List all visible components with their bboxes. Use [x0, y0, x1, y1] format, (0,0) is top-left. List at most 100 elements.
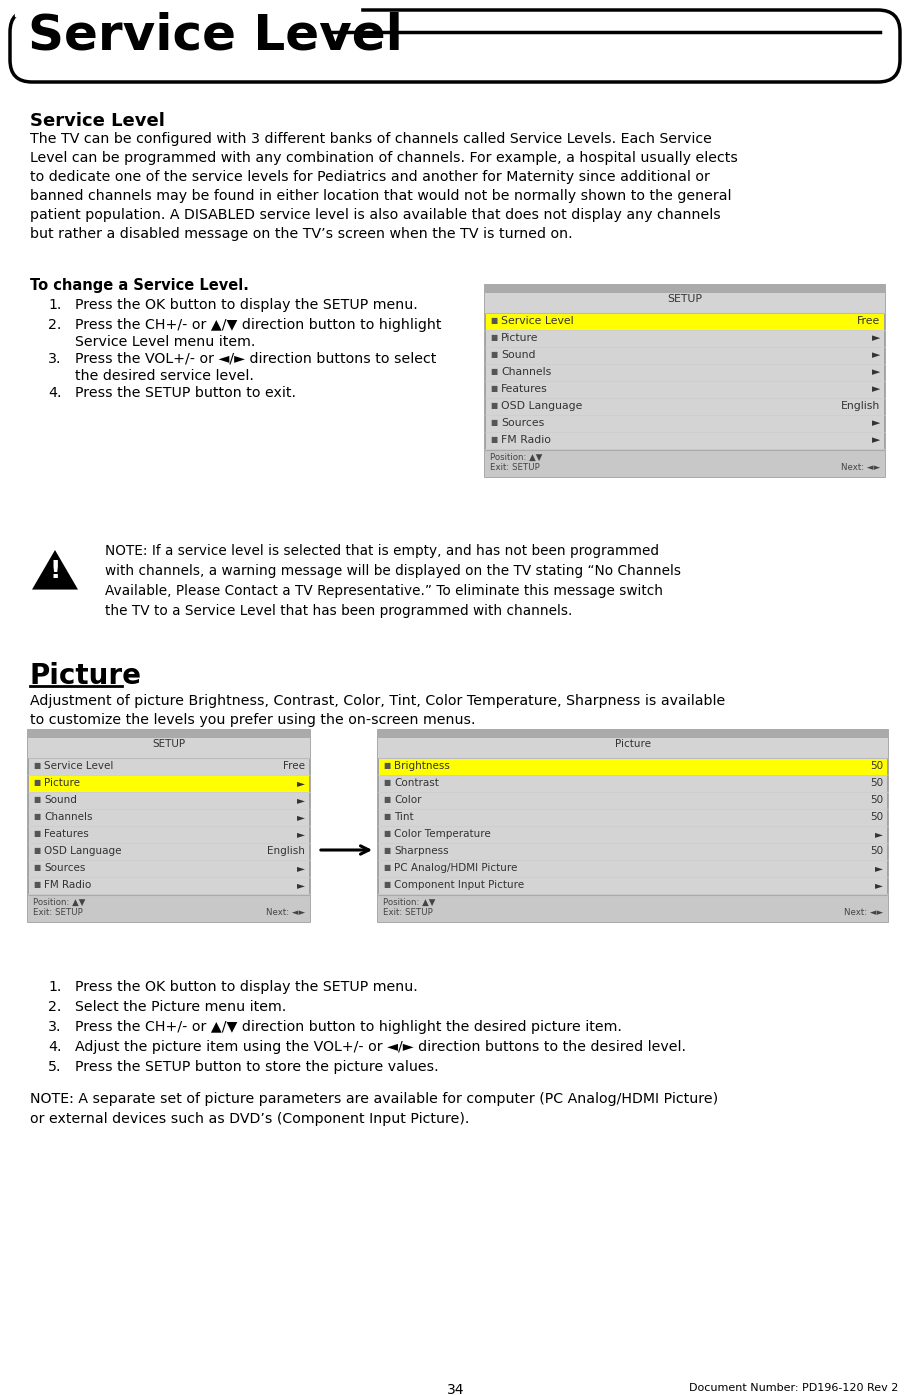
Text: Adjustment of picture Brightness, Contrast, Color, Tint, Color Temperature, Shar: Adjustment of picture Brightness, Contra…: [30, 693, 725, 709]
Text: ►: ►: [875, 864, 883, 873]
Text: Next: ◄►: Next: ◄►: [266, 908, 305, 917]
FancyBboxPatch shape: [10, 10, 900, 82]
Text: FM Radio: FM Radio: [44, 880, 91, 890]
Text: the TV to a Service Level that has been programmed with channels.: the TV to a Service Level that has been …: [105, 604, 572, 618]
Text: Service Level: Service Level: [501, 317, 573, 326]
Text: ■: ■: [383, 778, 390, 787]
Text: Select the Picture menu item.: Select the Picture menu item.: [75, 1000, 287, 1014]
Text: Picture: Picture: [30, 663, 142, 691]
Text: ►: ►: [297, 778, 305, 788]
Text: !: !: [49, 559, 60, 583]
Text: 2.: 2.: [48, 1000, 61, 1014]
Text: Press the SETUP button to store the picture values.: Press the SETUP button to store the pict…: [75, 1060, 438, 1074]
Text: To change a Service Level.: To change a Service Level.: [30, 278, 249, 293]
Text: or external devices such as DVD’s (Component Input Picture).: or external devices such as DVD’s (Compo…: [30, 1112, 469, 1126]
FancyBboxPatch shape: [378, 730, 888, 738]
Text: 34: 34: [447, 1382, 465, 1395]
Text: ■: ■: [490, 384, 498, 393]
Text: Press the VOL+/- or ◄/► direction buttons to select: Press the VOL+/- or ◄/► direction button…: [75, 352, 436, 365]
Text: 4.: 4.: [48, 1041, 61, 1055]
Text: Next: ◄►: Next: ◄►: [841, 463, 880, 472]
Text: Channels: Channels: [44, 812, 92, 822]
Text: ►: ►: [872, 367, 880, 377]
Text: ■: ■: [33, 864, 40, 872]
Text: ■: ■: [490, 418, 498, 427]
Text: 2.: 2.: [48, 318, 61, 332]
Text: ■: ■: [383, 845, 390, 855]
Text: OSD Language: OSD Language: [501, 400, 582, 412]
Text: Sound: Sound: [44, 795, 77, 805]
Text: Contrast: Contrast: [394, 778, 439, 788]
Text: Tint: Tint: [394, 812, 414, 822]
Text: ■: ■: [490, 400, 498, 410]
FancyBboxPatch shape: [486, 312, 884, 331]
FancyBboxPatch shape: [485, 285, 885, 477]
Text: Service Level: Service Level: [28, 13, 403, 60]
Text: ►: ►: [872, 350, 880, 360]
Text: ■: ■: [383, 880, 390, 889]
Text: 1.: 1.: [48, 299, 61, 312]
Text: OSD Language: OSD Language: [44, 845, 121, 857]
Text: ►: ►: [297, 829, 305, 838]
Text: 50: 50: [870, 845, 883, 857]
FancyBboxPatch shape: [28, 894, 310, 922]
Text: Component Input Picture: Component Input Picture: [394, 880, 524, 890]
Text: Position: ▲▼: Position: ▲▼: [33, 898, 86, 907]
Text: Features: Features: [501, 384, 548, 393]
Text: ►: ►: [297, 795, 305, 805]
Text: ■: ■: [383, 812, 390, 822]
Text: ►: ►: [297, 864, 305, 873]
Text: Sources: Sources: [501, 418, 544, 428]
Text: Service Level: Service Level: [44, 762, 113, 771]
Text: ■: ■: [383, 864, 390, 872]
Polygon shape: [32, 550, 78, 590]
Text: 50: 50: [870, 778, 883, 788]
Text: Service Level: Service Level: [30, 112, 165, 130]
Text: Document Number: PD196-120 Rev 2: Document Number: PD196-120 Rev 2: [688, 1382, 898, 1394]
FancyBboxPatch shape: [378, 738, 888, 757]
Text: Picture: Picture: [615, 739, 651, 749]
Text: PC Analog/HDMI Picture: PC Analog/HDMI Picture: [394, 864, 518, 873]
FancyBboxPatch shape: [485, 285, 885, 293]
Text: 3.: 3.: [48, 1020, 61, 1034]
Text: ■: ■: [33, 880, 40, 889]
Text: Press the CH+/- or ▲/▼ direction button to highlight: Press the CH+/- or ▲/▼ direction button …: [75, 318, 442, 332]
Text: ►: ►: [872, 418, 880, 428]
Text: Press the CH+/- or ▲/▼ direction button to highlight the desired picture item.: Press the CH+/- or ▲/▼ direction button …: [75, 1020, 622, 1034]
Text: ■: ■: [490, 435, 498, 444]
Text: the desired service level.: the desired service level.: [75, 370, 254, 384]
Text: Level can be programmed with any combination of channels. For example, a hospita: Level can be programmed with any combina…: [30, 151, 738, 165]
Text: Sound: Sound: [501, 350, 536, 360]
FancyBboxPatch shape: [485, 449, 885, 477]
Text: ►: ►: [872, 435, 880, 445]
Text: The TV can be configured with 3 different banks of channels called Service Level: The TV can be configured with 3 differen…: [30, 133, 712, 146]
Text: FM Radio: FM Radio: [501, 435, 551, 445]
Text: 50: 50: [870, 795, 883, 805]
Text: ►: ►: [875, 829, 883, 838]
Text: Position: ▲▼: Position: ▲▼: [490, 453, 542, 462]
Text: ■: ■: [33, 829, 40, 838]
FancyBboxPatch shape: [28, 730, 310, 738]
Text: ■: ■: [33, 812, 40, 822]
FancyBboxPatch shape: [378, 894, 888, 922]
Text: ■: ■: [33, 845, 40, 855]
Text: Free: Free: [283, 762, 305, 771]
Text: Exit: SETUP: Exit: SETUP: [490, 463, 540, 472]
Text: Press the OK button to display the SETUP menu.: Press the OK button to display the SETUP…: [75, 981, 418, 995]
Text: Press the SETUP button to exit.: Press the SETUP button to exit.: [75, 386, 296, 400]
Text: 50: 50: [870, 762, 883, 771]
Text: 4.: 4.: [48, 386, 61, 400]
Text: Brightness: Brightness: [394, 762, 450, 771]
Text: ►: ►: [872, 384, 880, 393]
Text: SETUP: SETUP: [152, 739, 185, 749]
Text: patient population. A DISABLED service level is also available that does not dis: patient population. A DISABLED service l…: [30, 208, 720, 222]
Text: ►: ►: [297, 812, 305, 822]
Text: SETUP: SETUP: [667, 294, 702, 304]
Text: Press the OK button to display the SETUP menu.: Press the OK button to display the SETUP…: [75, 299, 418, 312]
Text: ■: ■: [33, 795, 40, 804]
Text: to customize the levels you prefer using the on-screen menus.: to customize the levels you prefer using…: [30, 713, 476, 727]
Text: NOTE: If a service level is selected that is empty, and has not been programmed: NOTE: If a service level is selected tha…: [105, 544, 659, 558]
Text: ■: ■: [33, 778, 40, 787]
Text: Color: Color: [394, 795, 422, 805]
Text: ■: ■: [490, 350, 498, 359]
